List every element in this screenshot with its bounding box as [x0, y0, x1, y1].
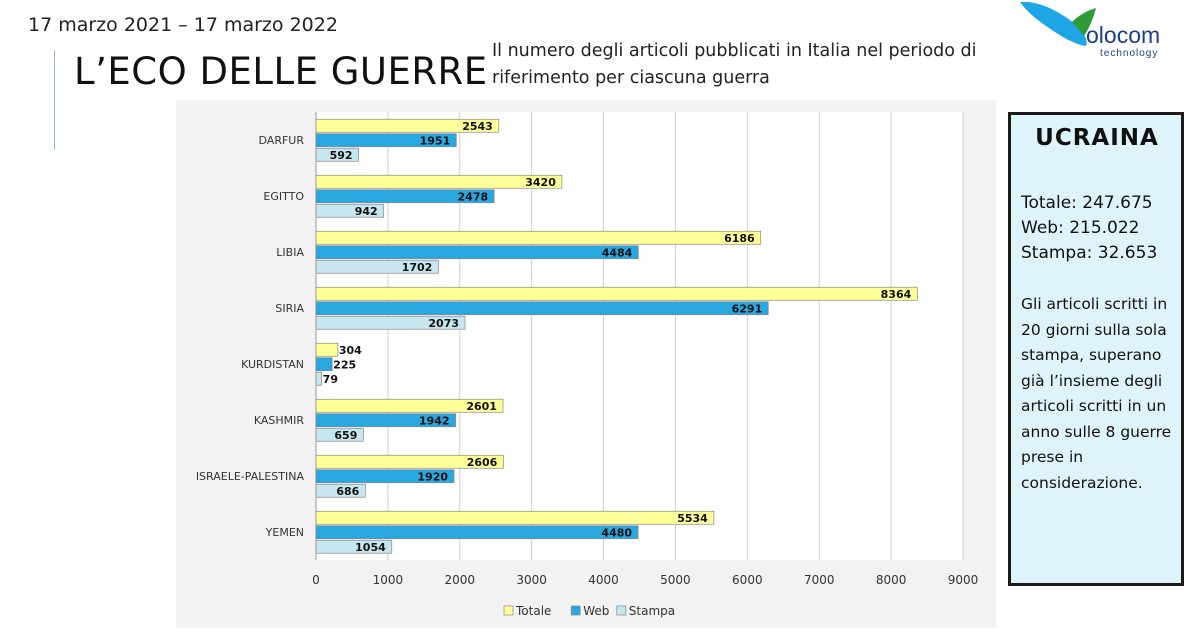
bar-web	[315, 245, 639, 260]
bar-stampa	[315, 147, 359, 162]
x-tick-label: 0	[312, 573, 320, 587]
logo-text: olocom	[1086, 22, 1161, 48]
data-label: 2478	[458, 190, 489, 203]
bar-totale	[315, 286, 918, 301]
bar-web	[315, 189, 495, 204]
side-stat-stampa: Stampa: 32.653	[1021, 243, 1158, 263]
bar-stampa	[315, 483, 366, 498]
bar-stampa	[315, 203, 385, 218]
ucraina-box: UCRAINA Totale: 247.675 Web: 215.022 Sta…	[1008, 112, 1184, 586]
bar-totale	[315, 398, 504, 413]
legend-label: Web	[583, 604, 609, 618]
data-label: 1702	[402, 261, 433, 274]
bar-totale	[315, 230, 762, 245]
data-label: 5534	[677, 512, 708, 525]
x-tick-label: 3000	[516, 573, 547, 587]
category-label: ISRAELE-PALESTINA	[196, 470, 305, 483]
bar-web	[315, 413, 456, 428]
bar-web	[315, 301, 769, 316]
bar-web	[315, 133, 457, 148]
data-label: 592	[330, 149, 353, 162]
data-label: 2543	[462, 120, 493, 133]
data-label: 686	[336, 485, 359, 498]
x-tick-label: 2000	[445, 573, 476, 587]
x-tick-label: 8000	[876, 573, 907, 587]
bar-totale	[315, 342, 339, 357]
side-stat-web: Web: 215.022	[1021, 218, 1140, 238]
page-subtitle: Il numero degli articoli pubblicati in I…	[492, 41, 977, 88]
bar-stampa	[315, 259, 439, 274]
x-tick-label: 7000	[804, 573, 835, 587]
category-label: DARFUR	[259, 134, 305, 147]
bar-stampa	[315, 315, 466, 330]
side-box-note: Gli articoli scritti in 20 giorni sulla …	[1021, 295, 1172, 492]
date-range: 17 marzo 2021 – 17 marzo 2022	[28, 14, 338, 36]
data-label: 3420	[525, 176, 556, 189]
logo-icon	[1020, 1, 1096, 47]
x-tick-label: 4000	[588, 573, 619, 587]
x-tick-label: 9000	[948, 573, 979, 587]
data-label: 2073	[428, 317, 459, 330]
category-label: KASHMIR	[254, 414, 305, 427]
legend-label: Totale	[515, 604, 551, 618]
data-label: 2601	[466, 400, 497, 413]
bar-totale	[315, 118, 500, 133]
data-label: 225	[333, 358, 356, 371]
divider-line	[54, 50, 55, 150]
data-label: 6186	[724, 232, 755, 245]
page-title: L’ECO DELLE GUERRE	[74, 50, 488, 93]
bar-web	[315, 525, 639, 540]
x-tick-label: 5000	[660, 573, 691, 587]
bar-stampa	[315, 371, 323, 386]
data-label: 1951	[420, 134, 451, 147]
side-box-title: UCRAINA	[1035, 125, 1159, 151]
data-label: 4480	[601, 526, 632, 539]
chart-panel: 0 1000 2000 3000 4000 5000 6000 7000 8000 9000 DAR…	[176, 100, 996, 628]
legend-swatch	[503, 605, 514, 616]
data-label: 304	[339, 344, 362, 357]
data-label: 1054	[355, 541, 386, 554]
data-label: 1942	[419, 414, 450, 427]
data-label: 79	[323, 373, 338, 386]
bar-totale	[315, 510, 715, 525]
category-label: LIBIA	[276, 246, 304, 259]
bar-web	[315, 357, 333, 372]
data-label: 8364	[881, 288, 912, 301]
data-label: 942	[355, 205, 378, 218]
x-tick-label: 6000	[732, 573, 763, 587]
side-stat-totale: Totale: 247.675	[1021, 193, 1153, 213]
legend-swatch	[570, 605, 581, 616]
bar-chart: 0 1000 2000 3000 4000 5000 6000 7000 8000 9000 DAR…	[196, 112, 979, 618]
bar-stampa	[315, 539, 393, 554]
legend-swatch	[616, 605, 627, 616]
category-label: EGITTO	[263, 190, 304, 203]
category-label: KURDISTAN	[241, 358, 304, 371]
category-label: SIRIA	[275, 302, 304, 315]
data-label: 4484	[602, 246, 633, 259]
bar-stampa	[315, 427, 364, 442]
data-label: 659	[334, 429, 357, 442]
logo-subtext: technology	[1100, 48, 1159, 59]
x-tick-label: 1000	[373, 573, 404, 587]
data-label: 2606	[467, 456, 498, 469]
category-label: YEMEN	[265, 526, 304, 539]
bar-totale	[315, 454, 504, 469]
bar-totale	[315, 174, 563, 189]
data-label: 6291	[732, 302, 763, 315]
legend-label: Stampa	[629, 604, 675, 618]
data-label: 1920	[417, 470, 448, 483]
bar-web	[315, 469, 455, 484]
